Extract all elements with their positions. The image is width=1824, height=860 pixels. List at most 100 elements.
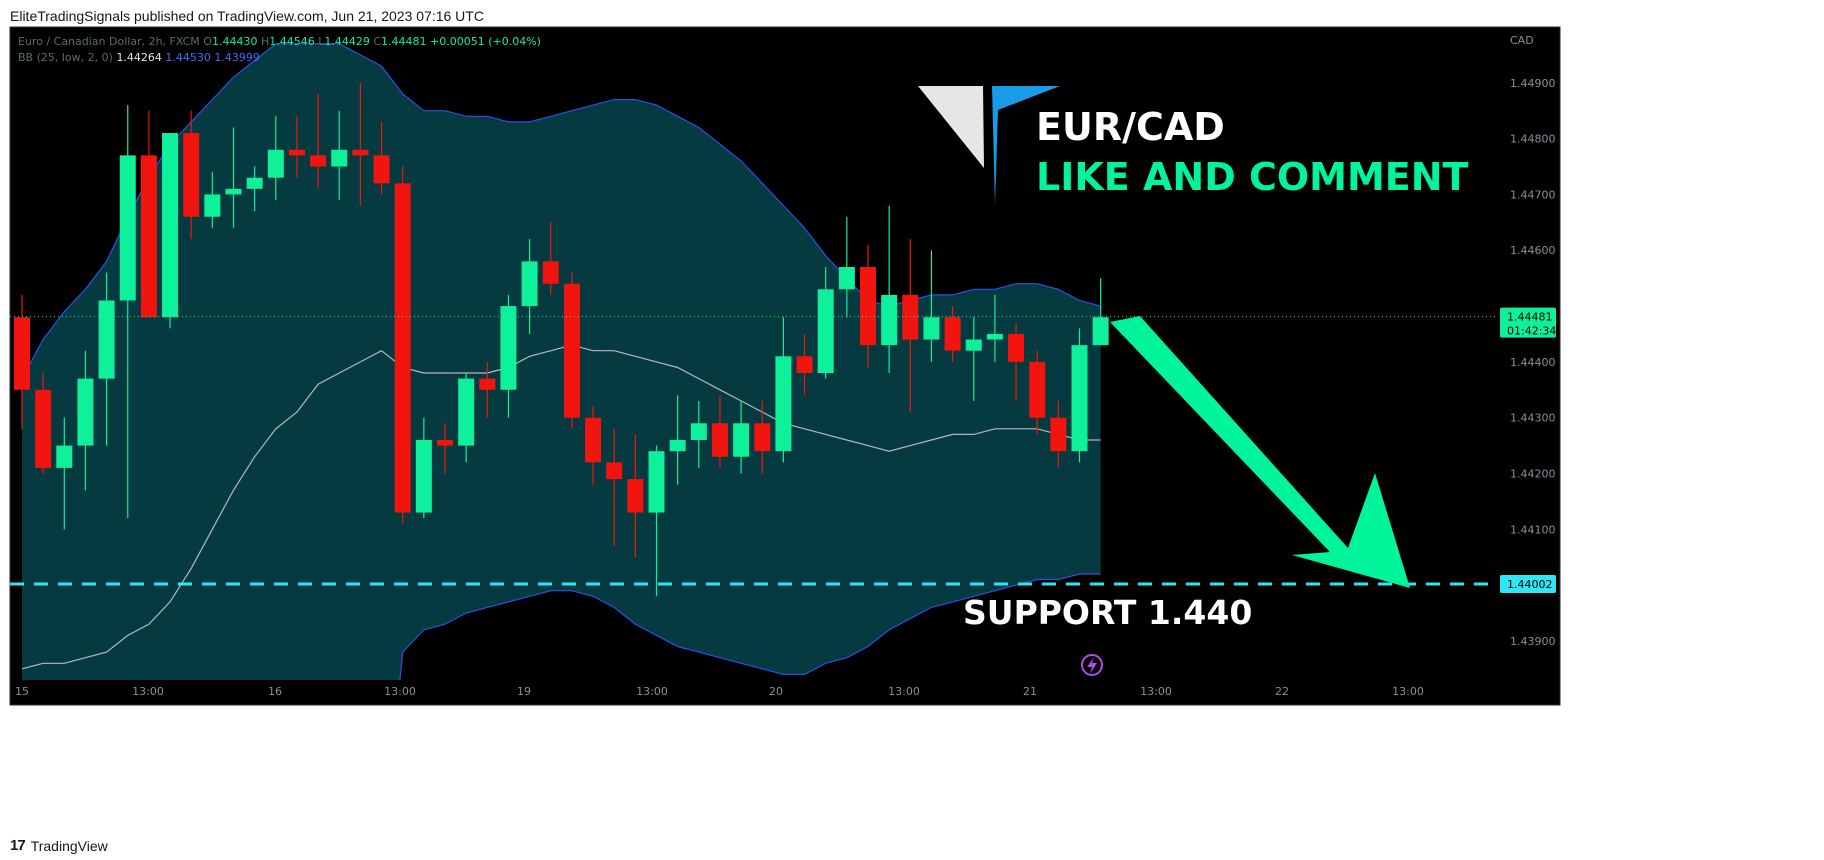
candle[interactable] [775,317,792,463]
candle[interactable] [288,116,305,178]
candle[interactable] [838,216,855,318]
brand-logo-accent-icon [992,86,1060,205]
candle[interactable] [860,244,876,368]
candle-body [986,333,1003,340]
candle[interactable] [902,239,919,413]
time-tick-label: 21 [1023,685,1037,698]
legend-part: +0.00051 (+0.04%) [430,35,541,48]
candle[interactable] [267,116,284,201]
candle[interactable] [648,445,665,597]
candle-body [77,378,94,446]
candle[interactable] [331,110,348,201]
support-price-tag [1500,575,1556,594]
candle[interactable] [246,166,263,212]
candle[interactable] [1050,400,1067,468]
candle[interactable] [542,222,559,295]
candle[interactable] [563,272,580,429]
candle[interactable] [35,373,52,474]
candle[interactable] [394,166,411,524]
candle-body [437,440,453,446]
plot-clip-group [10,43,1498,680]
candle-body [500,306,517,390]
tradingview-logo-icon: 17 [10,837,26,854]
candle[interactable] [14,294,30,429]
chart-frame [9,26,1561,706]
candle[interactable] [585,406,602,485]
legend-bb: BB (25, low, 2, 0) 1.44264 1.44530 1.439… [18,51,260,64]
candle[interactable] [225,127,242,228]
legend-part: 1.44430 [212,35,261,48]
candle-body [183,133,200,217]
candle[interactable] [373,121,390,195]
candle[interactable] [923,250,940,362]
candle[interactable] [437,423,453,474]
price-tick-label: 1.44300 [1510,412,1556,425]
candle[interactable] [204,172,221,228]
candle-body [14,317,30,390]
candle[interactable] [140,110,157,318]
candle-body [225,188,242,195]
time-tick-label: 13:00 [1140,685,1172,698]
lightning-icon[interactable] [1081,654,1103,676]
legend-part: 1.44530 [165,51,214,64]
candle[interactable] [754,400,771,474]
candle-body [690,423,707,441]
candle[interactable] [986,294,1003,362]
legend-part: 1.44481 [381,35,430,48]
candle[interactable] [119,105,136,519]
candle[interactable] [711,395,728,468]
candle[interactable] [1029,350,1046,435]
candle-body [98,300,115,379]
time-tick-label: 22 [1275,685,1289,698]
candle[interactable] [690,400,707,468]
legend-ohlc: Euro / Canadian Dollar, 2h, FXCM O1.4443… [18,35,541,48]
candle[interactable] [669,395,686,485]
candle[interactable] [162,133,179,329]
candle[interactable] [1008,322,1025,401]
candle[interactable] [881,205,898,374]
candle-body [1071,345,1088,452]
candle[interactable] [183,110,200,240]
candle[interactable] [500,294,517,418]
candle[interactable] [352,82,369,206]
candle[interactable] [479,361,496,418]
candle-body [796,356,813,374]
candle[interactable] [606,428,623,547]
candle[interactable] [944,306,961,362]
candle[interactable] [1071,328,1088,463]
candle-body [923,317,940,340]
candle[interactable] [627,434,644,558]
candle[interactable] [965,317,982,401]
candle[interactable] [733,400,750,474]
candle[interactable] [56,417,73,530]
like-comment-cta: LIKE AND COMMENT [1036,155,1469,199]
candle[interactable] [458,373,475,463]
candle[interactable] [98,272,115,446]
candle[interactable] [1092,278,1109,346]
candle-body [881,294,898,346]
candle-body [204,194,221,217]
candle[interactable] [415,417,432,519]
candle-body [1050,417,1067,452]
legend-part: 1.43999 [214,51,260,64]
candle[interactable] [310,93,327,189]
time-tick-label: 13:00 [384,685,416,698]
candle-body [902,294,919,340]
candle[interactable] [817,266,834,379]
legend-part: BB (25, low, 2, 0) [18,51,116,64]
legend-part: C [373,35,381,48]
brand-logo-icon [918,86,984,168]
candle[interactable] [796,333,813,396]
candle-body [56,445,73,468]
candle-body [331,149,348,167]
footer: 17 TradingView [10,837,108,854]
bollinger-lower-line [399,573,1101,680]
candle-body [119,155,136,301]
candle-body [140,155,157,318]
candle[interactable] [521,239,538,334]
legend-part: 1.44429 [324,35,373,48]
last-price-value: 1.44481 [1507,311,1553,324]
candle[interactable] [77,350,94,491]
candle-body [542,261,559,284]
